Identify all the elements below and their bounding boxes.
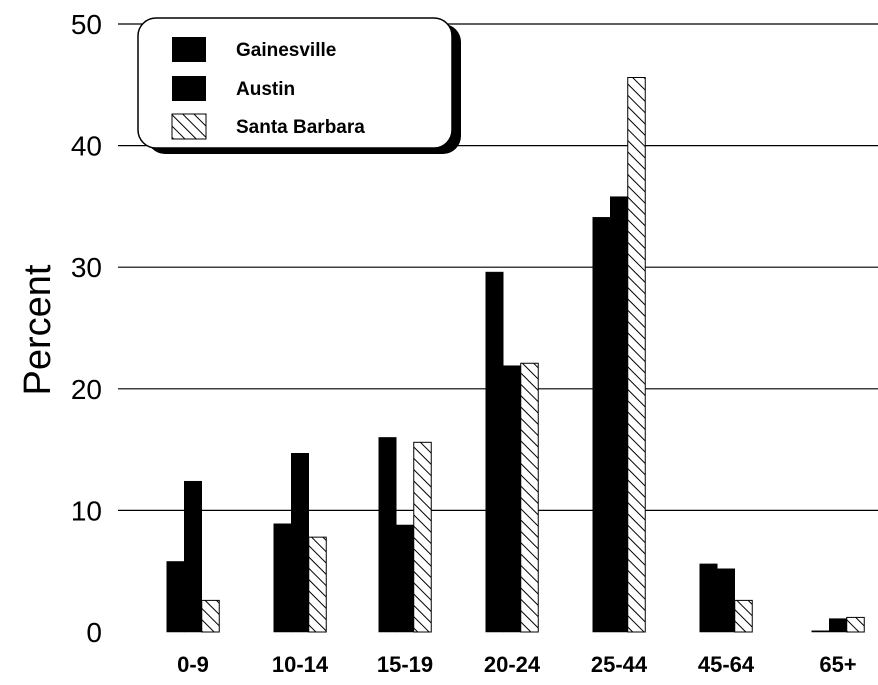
x-tick-label: 25-44 [591,652,648,677]
bar-0-9-gainesville [166,561,185,633]
legend-label-gainesville: Gainesville [236,40,336,61]
bars [166,77,865,633]
y-tick-label: 40 [71,131,102,162]
legend-swatch-gainesville [172,37,206,62]
y-tick-label: 0 [86,617,102,648]
bar-25-44-austin [610,196,628,633]
bar-45-64-santa-barbara [734,599,753,633]
axes: 0 10 20 30 40 50 0-9 10-14 15-19 20-24 25-44 45-64 6… [71,9,857,677]
bar-20-24-santa-barbara [520,362,539,633]
legend: Gainesville Austin Santa Barbara [137,17,461,154]
bar-45-64-gainesville [699,563,718,633]
legend-swatch-austin [172,76,206,101]
bar-0-9-austin [184,480,202,633]
bar-0-9-santa-barbara [201,599,220,633]
x-tick-label: 45-64 [698,652,755,677]
bar-15-19-gainesville [378,437,397,633]
legend-box [137,17,453,149]
x-tick-label: 0-9 [177,652,209,677]
y-tick-label: 50 [71,9,102,40]
bar-45-64-austin [717,568,735,633]
legend-label-santa-barbara: Santa Barbara [236,117,365,138]
bar-25-44-gainesville [592,217,611,633]
y-tick-label: 10 [71,495,102,526]
x-tick-label: 15-19 [377,652,433,677]
legend-swatch-santa-barbara [171,113,207,140]
bar-10-14-santa-barbara [308,536,327,633]
x-tick-label: 20-24 [484,652,541,677]
legend-label-austin: Austin [236,79,295,100]
y-tick-label: 20 [71,374,102,405]
bar-25-44-santa-barbara [627,77,646,633]
bar-65+-austin [829,618,847,633]
y-tick-label: 30 [71,252,102,283]
bar-15-19-austin [396,524,414,633]
bar-10-14-gainesville [273,523,292,633]
bar-65+-santa-barbara [846,616,865,633]
bar-20-24-austin [503,365,521,633]
y-axis-title: Percent [17,264,59,395]
bar-65+-gainesville [811,630,830,633]
x-tick-label: 10-14 [272,652,329,677]
x-tick-label: 65+ [819,652,856,677]
bar-10-14-austin [291,452,309,633]
bar-20-24-gainesville [485,271,504,633]
bar-15-19-santa-barbara [413,441,432,633]
